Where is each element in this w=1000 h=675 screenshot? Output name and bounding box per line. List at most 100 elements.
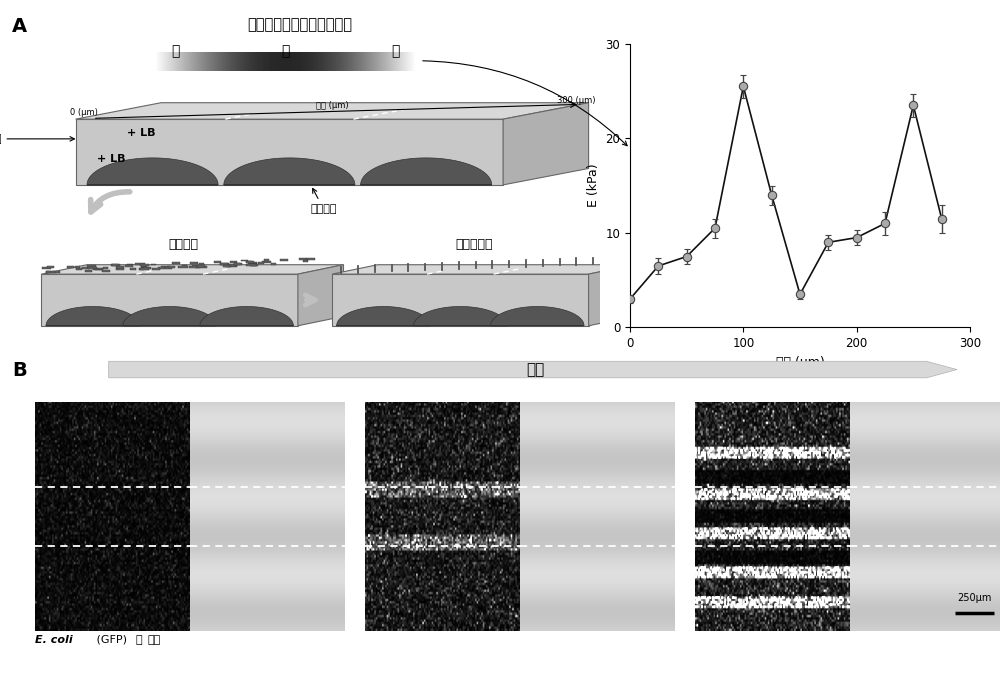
Bar [135, 263, 145, 265]
Bar [190, 263, 198, 265]
Bar [225, 265, 231, 267]
Bar [234, 263, 240, 265]
Bar [246, 261, 252, 263]
Text: ；: ； [135, 634, 142, 645]
Bar [234, 263, 242, 265]
Polygon shape [87, 158, 218, 185]
Text: + LB: + LB [127, 128, 155, 138]
Bar [151, 264, 156, 265]
Bar [172, 262, 180, 264]
Polygon shape [76, 119, 503, 185]
Text: 细菌自组装: 细菌自组装 [455, 238, 493, 251]
Text: + LB: + LB [97, 154, 125, 164]
Bar [141, 266, 147, 268]
Bar [143, 267, 151, 269]
Bar [189, 267, 197, 268]
Bar [111, 264, 120, 266]
Bar [88, 267, 97, 269]
Polygon shape [414, 306, 507, 326]
Polygon shape [41, 265, 344, 274]
Bar [197, 266, 207, 267]
Bar [82, 267, 89, 269]
Text: 模拟机械组织界面的水凝胶: 模拟机械组织界面的水凝胶 [248, 17, 352, 32]
Bar [152, 268, 160, 270]
X-axis label: 距离 (μm): 距离 (μm) [776, 356, 824, 369]
Bar [227, 265, 237, 267]
Text: 距离 (μm): 距离 (μm) [316, 101, 348, 110]
Text: 250μm: 250μm [958, 593, 992, 603]
Bar [140, 264, 149, 266]
Bar [220, 263, 229, 265]
Bar [251, 265, 258, 267]
Text: 明场: 明场 [148, 634, 161, 645]
Bar [95, 269, 103, 271]
Polygon shape [200, 306, 293, 326]
Bar [130, 268, 136, 270]
Polygon shape [76, 103, 589, 119]
Text: 第一层胶: 第一层胶 [0, 134, 74, 144]
Bar [116, 268, 124, 270]
Polygon shape [109, 361, 957, 378]
Text: (GFP): (GFP) [93, 634, 127, 645]
Polygon shape [298, 265, 344, 326]
Text: 0 (μm): 0 (μm) [70, 108, 98, 117]
Bar [262, 261, 271, 263]
Bar [228, 264, 237, 266]
Bar [307, 258, 315, 260]
Bar [46, 271, 51, 273]
Bar [199, 263, 204, 265]
Bar [139, 268, 144, 270]
Polygon shape [46, 306, 139, 326]
Text: 第二层胶: 第二层胶 [310, 188, 337, 214]
Bar [158, 267, 165, 269]
Bar [112, 264, 118, 266]
Bar [76, 268, 82, 270]
Bar [246, 261, 254, 263]
Bar [214, 261, 221, 263]
Polygon shape [337, 306, 430, 326]
Bar [102, 270, 110, 271]
Bar [248, 263, 257, 265]
Polygon shape [224, 158, 355, 185]
Bar [93, 269, 102, 271]
Text: 软: 软 [171, 44, 179, 58]
Bar [303, 261, 308, 262]
Bar [220, 263, 228, 265]
Text: 时间: 时间 [526, 362, 544, 377]
Text: 硬: 硬 [281, 44, 289, 58]
Bar [165, 267, 172, 269]
Bar [161, 266, 170, 268]
Bar [125, 265, 133, 267]
Text: 300 (μm): 300 (μm) [557, 96, 595, 105]
Bar [85, 271, 92, 272]
Bar [241, 260, 248, 261]
Bar [140, 268, 149, 270]
Text: A: A [12, 17, 27, 36]
Bar [127, 264, 133, 265]
Bar [246, 265, 256, 267]
Bar [52, 271, 60, 273]
Bar [75, 266, 80, 268]
Bar [195, 266, 200, 268]
Polygon shape [503, 103, 589, 185]
Bar [42, 267, 51, 269]
Bar [264, 259, 269, 261]
Text: 细菌粘附: 细菌粘附 [168, 238, 198, 251]
Polygon shape [123, 306, 216, 326]
Bar [223, 265, 230, 267]
Bar [67, 266, 74, 268]
Bar [258, 263, 264, 265]
Polygon shape [491, 306, 584, 326]
Bar [299, 258, 307, 260]
Bar [250, 264, 257, 266]
Polygon shape [41, 274, 298, 326]
Bar [230, 261, 237, 263]
Bar [47, 267, 54, 268]
Bar [280, 259, 288, 261]
Y-axis label: E (kPa): E (kPa) [587, 164, 600, 207]
Polygon shape [332, 274, 589, 326]
Bar [197, 265, 205, 267]
Bar [116, 266, 124, 267]
Text: E. coli: E. coli [35, 634, 73, 645]
Text: 软: 软 [391, 44, 399, 58]
